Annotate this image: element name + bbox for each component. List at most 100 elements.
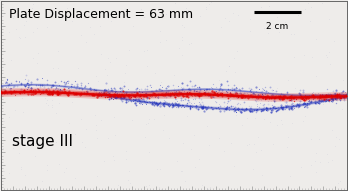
Point [152,103,157,106]
Point [234,87,240,90]
Point [10,90,16,93]
Point [270,105,276,108]
Point [10,16,16,19]
Point [264,187,270,190]
Point [319,99,325,102]
Point [193,106,199,109]
Point [74,84,80,87]
Point [295,104,300,107]
Point [217,84,222,87]
Point [275,108,281,111]
Point [112,93,118,96]
Point [224,94,230,97]
Point [9,91,14,94]
Point [189,106,195,109]
Point [188,93,194,96]
Point [224,90,229,93]
Point [232,109,237,112]
Point [342,94,348,97]
Point [335,181,341,184]
Point [329,97,334,100]
Point [336,95,341,98]
Point [180,94,185,97]
Point [280,106,286,109]
Point [330,90,335,93]
Point [213,93,218,96]
Text: Plate Displacement = 63 mm: Plate Displacement = 63 mm [9,8,193,21]
Point [285,145,290,148]
Point [45,25,50,28]
Point [263,96,268,100]
Point [138,94,143,97]
Point [272,107,278,110]
Point [285,91,290,95]
Point [151,100,156,103]
Point [338,99,343,102]
Point [177,91,183,94]
Point [69,19,74,23]
Point [107,94,112,97]
Point [280,97,285,100]
Point [304,101,310,104]
Point [235,101,240,104]
Point [174,103,180,106]
Point [243,107,248,110]
Point [280,95,286,98]
Point [49,92,55,95]
Point [247,89,253,92]
Point [139,87,144,90]
Point [83,83,88,86]
Point [203,92,208,95]
Point [330,98,335,101]
Point [249,106,254,109]
Point [100,92,106,96]
Point [160,93,165,96]
Point [120,97,126,100]
Point [184,92,189,95]
Point [112,92,118,95]
Point [256,87,262,91]
Point [146,117,152,121]
Point [30,31,35,34]
Point [221,107,227,110]
Point [168,93,173,96]
Point [254,102,260,105]
Point [214,91,220,94]
Point [65,6,70,10]
Point [301,99,307,102]
Point [103,88,108,91]
Point [17,90,23,93]
Point [21,88,27,91]
Point [103,93,109,96]
Point [342,94,347,97]
Point [47,93,53,96]
Point [340,96,346,99]
Point [114,96,119,99]
Point [296,95,301,98]
Point [72,92,77,96]
Point [191,93,197,96]
Point [142,88,148,91]
Point [292,94,298,97]
Point [281,96,287,99]
Point [30,89,35,92]
Point [229,88,235,91]
Point [62,91,68,94]
Point [263,95,268,98]
Point [137,94,143,97]
Point [231,107,237,110]
Point [13,131,18,134]
Point [135,91,140,95]
Point [284,97,290,100]
Point [78,92,84,95]
Point [173,93,179,96]
Point [236,107,242,110]
Point [144,65,150,68]
Point [143,94,148,97]
Point [101,88,106,91]
Point [206,93,212,96]
Point [321,95,326,98]
Point [39,179,45,182]
Point [302,96,308,99]
Point [134,87,140,90]
